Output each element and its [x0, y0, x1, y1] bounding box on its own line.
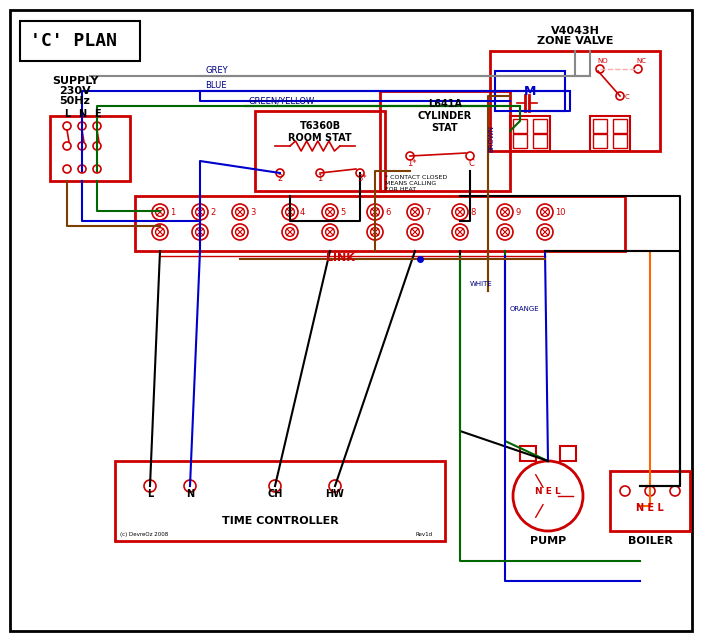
- Text: M: M: [524, 85, 536, 97]
- Text: ORANGE: ORANGE: [510, 306, 540, 312]
- Text: 1: 1: [317, 174, 322, 183]
- Text: ROOM STAT: ROOM STAT: [289, 133, 352, 143]
- Text: N E L: N E L: [535, 487, 561, 495]
- Text: BLUE: BLUE: [205, 81, 227, 90]
- Text: 3: 3: [250, 208, 256, 217]
- Text: WHITE: WHITE: [470, 281, 493, 287]
- Text: 9: 9: [515, 208, 520, 217]
- Text: GREEN/YELLOW: GREEN/YELLOW: [248, 96, 314, 105]
- Text: L: L: [147, 489, 153, 499]
- Text: NO: NO: [597, 58, 608, 64]
- Text: LINK: LINK: [326, 253, 355, 263]
- Text: GREY: GREY: [205, 66, 227, 75]
- Text: 10: 10: [555, 208, 566, 217]
- Text: C: C: [625, 94, 630, 100]
- Text: NC: NC: [636, 58, 646, 64]
- Text: 5: 5: [340, 208, 345, 217]
- Text: N E L: N E L: [636, 503, 664, 513]
- Text: 1*: 1*: [407, 159, 416, 168]
- Text: 6: 6: [385, 208, 390, 217]
- Text: ZONE VALVE: ZONE VALVE: [537, 36, 614, 46]
- Text: N: N: [78, 109, 86, 119]
- Text: SUPPLY: SUPPLY: [52, 76, 98, 86]
- Text: 2: 2: [210, 208, 216, 217]
- Text: 230V: 230V: [59, 86, 91, 96]
- Text: 3*: 3*: [357, 174, 366, 183]
- Text: MEANS CALLING: MEANS CALLING: [385, 181, 436, 186]
- Text: PUMP: PUMP: [530, 536, 566, 546]
- Text: 2: 2: [277, 174, 282, 183]
- Text: CYLINDER: CYLINDER: [418, 111, 472, 121]
- Text: (c) DevreOz 2008: (c) DevreOz 2008: [120, 532, 168, 537]
- Text: CH: CH: [267, 489, 283, 499]
- Text: Rev1d: Rev1d: [415, 532, 432, 537]
- Text: V4043H: V4043H: [550, 26, 600, 36]
- Text: HW: HW: [326, 489, 345, 499]
- Text: BROWN: BROWN: [488, 125, 494, 152]
- Text: 50Hz: 50Hz: [60, 96, 91, 106]
- Text: FOR HEAT: FOR HEAT: [385, 187, 416, 192]
- Text: N: N: [186, 489, 194, 499]
- Text: BOILER: BOILER: [628, 536, 673, 546]
- Text: 1: 1: [170, 208, 176, 217]
- Text: L: L: [64, 109, 70, 119]
- Text: C: C: [468, 159, 474, 168]
- Text: TIME CONTROLLER: TIME CONTROLLER: [222, 516, 338, 526]
- Text: 'C' PLAN: 'C' PLAN: [30, 32, 117, 50]
- Text: STAT: STAT: [432, 123, 458, 133]
- Text: 4: 4: [300, 208, 305, 217]
- Text: 7: 7: [425, 208, 430, 217]
- Text: 8: 8: [470, 208, 475, 217]
- Text: T6360B: T6360B: [300, 121, 340, 131]
- Text: * CONTACT CLOSED: * CONTACT CLOSED: [385, 175, 447, 180]
- Text: L641A: L641A: [428, 99, 462, 109]
- Text: E: E: [93, 109, 100, 119]
